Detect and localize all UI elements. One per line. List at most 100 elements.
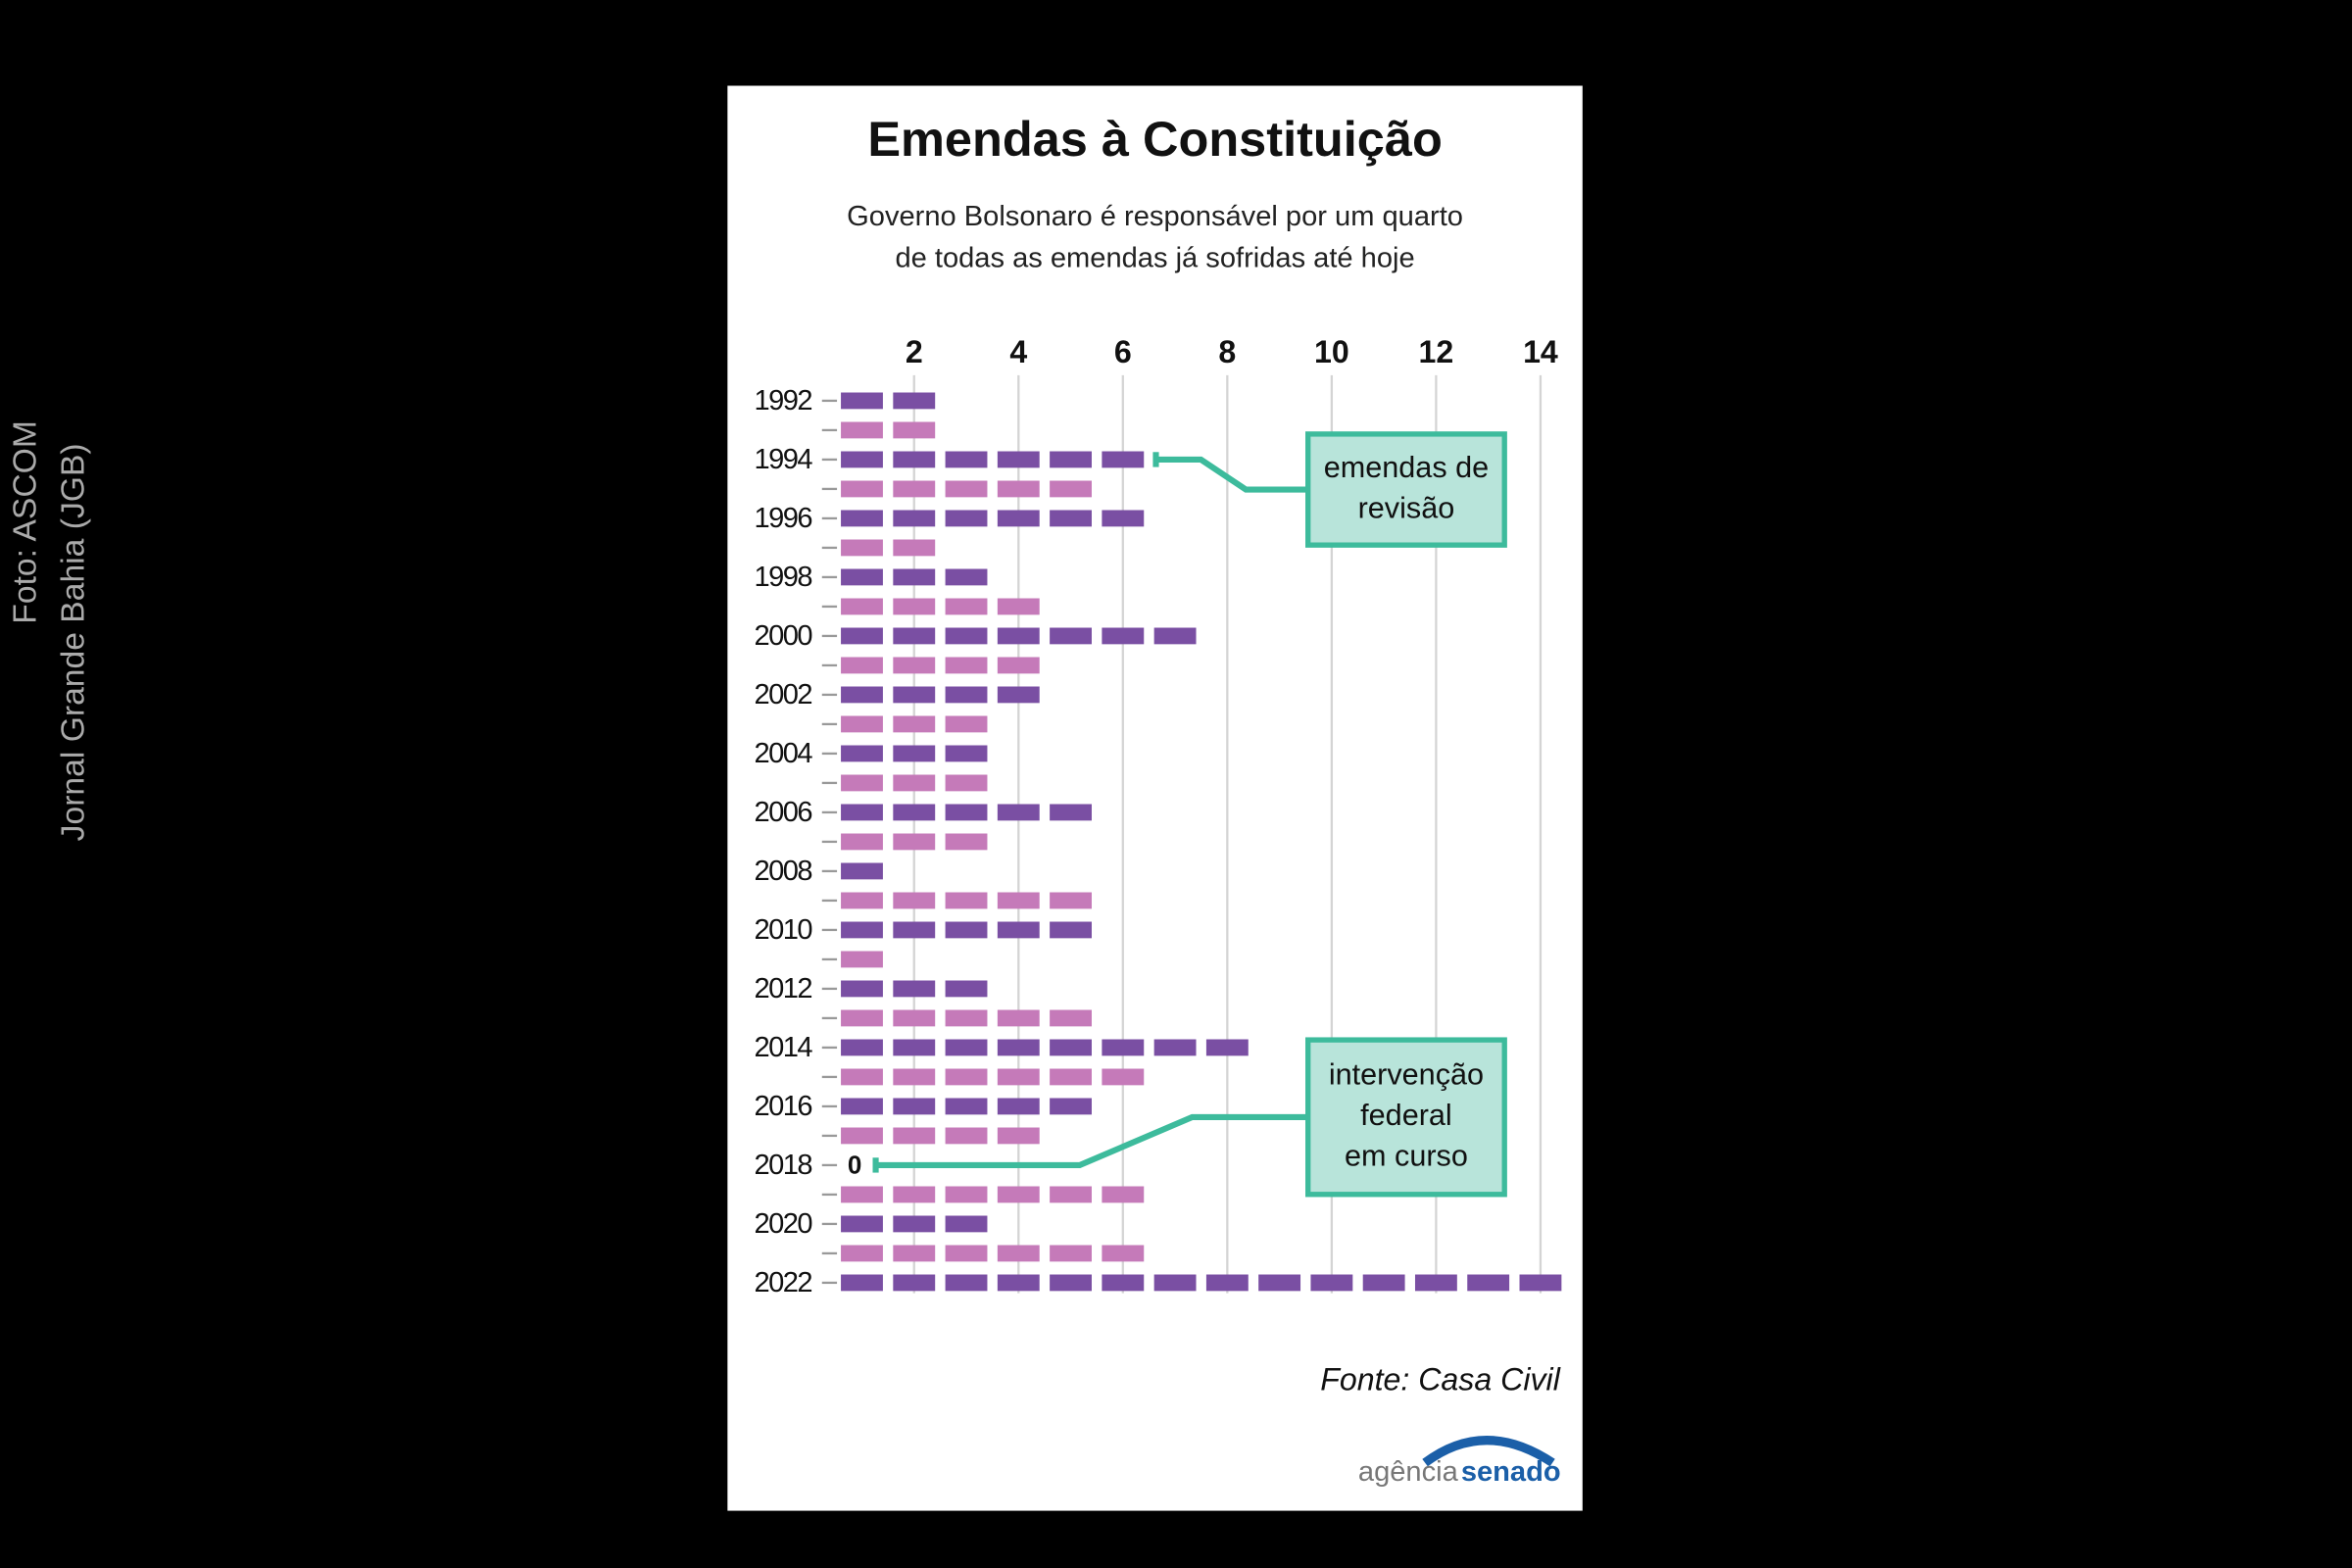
block <box>1205 1274 1249 1292</box>
block <box>893 804 936 821</box>
block <box>945 1186 988 1203</box>
y-tick-label: 1998 <box>754 562 811 593</box>
block <box>841 980 883 998</box>
block <box>1050 1068 1092 1086</box>
block <box>945 1215 988 1233</box>
block <box>945 715 988 733</box>
bar <box>841 1098 1092 1115</box>
block <box>841 627 883 645</box>
bar <box>841 451 1145 468</box>
y-tick-label: 2022 <box>754 1267 811 1298</box>
x-tick-label: 2 <box>906 334 923 369</box>
y-tick-label: 2006 <box>754 797 811 828</box>
block <box>1050 627 1092 645</box>
block <box>841 539 883 557</box>
block <box>997 1039 1040 1056</box>
block <box>841 686 883 704</box>
block <box>997 1098 1040 1115</box>
block <box>893 480 936 498</box>
y-tick-label: 2018 <box>754 1150 811 1181</box>
block <box>945 627 988 645</box>
y-tick-label: 2012 <box>754 973 811 1004</box>
block <box>945 480 988 498</box>
block <box>1153 627 1197 645</box>
annotation-text: federal <box>1360 1099 1452 1132</box>
bar <box>841 392 936 410</box>
bar <box>841 1186 1145 1203</box>
block <box>1050 451 1092 468</box>
block <box>841 510 883 527</box>
block <box>1153 1039 1197 1056</box>
block <box>997 657 1040 674</box>
subtitle: Governo Bolsonaro é responsável por um q… <box>847 201 1463 232</box>
block <box>893 1274 936 1292</box>
block <box>893 1215 936 1233</box>
block <box>841 951 883 968</box>
block <box>945 568 988 586</box>
block <box>997 1274 1040 1292</box>
block <box>893 568 936 586</box>
block <box>841 1068 883 1086</box>
bar <box>841 921 1092 939</box>
block <box>893 921 936 939</box>
block <box>841 1186 883 1203</box>
block <box>945 1009 988 1027</box>
block <box>945 804 988 821</box>
block <box>841 598 883 615</box>
block <box>893 686 936 704</box>
credit: Foto: ASCOM <box>7 420 43 624</box>
block <box>893 421 936 439</box>
annotation-text: intervenção <box>1329 1058 1484 1092</box>
block <box>1050 1009 1092 1027</box>
annotation-box <box>1305 1037 1507 1198</box>
x-tick-label: 4 <box>1009 334 1027 369</box>
block <box>997 627 1040 645</box>
block <box>893 715 936 733</box>
x-tick-label: 10 <box>1314 334 1349 369</box>
x-tick-label: 14 <box>1523 334 1558 369</box>
bar <box>841 804 1092 821</box>
bar <box>841 1068 1145 1086</box>
block <box>1102 627 1145 645</box>
block <box>841 1039 883 1056</box>
x-tick-label: 8 <box>1218 334 1236 369</box>
block <box>841 1098 883 1115</box>
y-tick-label: 1992 <box>754 385 811 416</box>
y-tick-label: 2020 <box>754 1208 812 1240</box>
y-tick-label: 2010 <box>754 914 812 946</box>
block <box>997 451 1040 468</box>
y-tick-label: 2000 <box>754 620 812 652</box>
block <box>1102 1039 1145 1056</box>
logo-text: agência <box>1358 1456 1459 1488</box>
block <box>1102 451 1145 468</box>
block <box>893 1068 936 1086</box>
bar <box>841 1215 988 1233</box>
block <box>1050 510 1092 527</box>
block <box>841 657 883 674</box>
block <box>945 892 988 909</box>
credit: Jornal Grande Bahia (JGB) <box>55 443 91 841</box>
chart-title: Emendas à Constituição <box>867 111 1443 167</box>
block <box>1102 1068 1145 1086</box>
block <box>1050 892 1092 909</box>
bar <box>841 657 1040 674</box>
block <box>841 1274 883 1292</box>
block <box>893 774 936 792</box>
block <box>997 921 1040 939</box>
block <box>1050 480 1092 498</box>
block <box>893 1127 936 1145</box>
bar <box>841 510 1145 527</box>
block <box>893 892 936 909</box>
bar <box>841 568 988 586</box>
block <box>1362 1274 1405 1292</box>
annotation-box <box>1305 431 1507 548</box>
block <box>841 568 883 586</box>
block <box>841 1127 883 1145</box>
bar <box>841 1245 1145 1262</box>
y-tick-label: 1996 <box>754 503 811 534</box>
block <box>1050 1186 1092 1203</box>
block <box>945 921 988 939</box>
block <box>841 862 883 880</box>
block <box>841 774 883 792</box>
